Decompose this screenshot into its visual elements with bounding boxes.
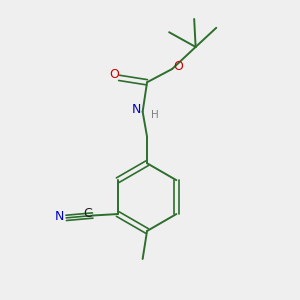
Text: O: O	[109, 68, 119, 81]
Text: N: N	[55, 210, 64, 223]
Text: H: H	[151, 110, 159, 120]
Text: O: O	[174, 60, 184, 73]
Text: N: N	[131, 103, 141, 116]
Text: C: C	[83, 207, 92, 220]
